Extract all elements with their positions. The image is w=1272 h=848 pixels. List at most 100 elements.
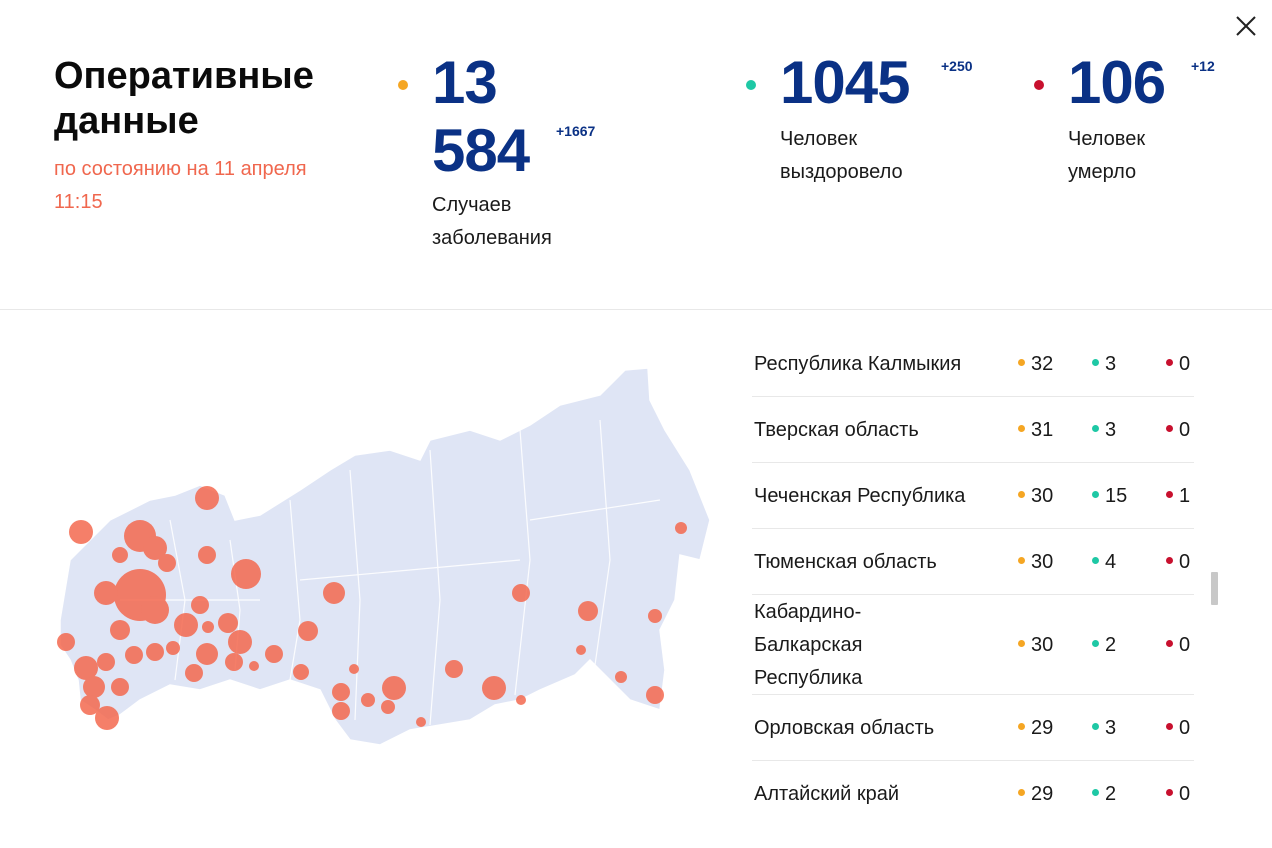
- region-deaths-value: 1: [1179, 484, 1191, 507]
- region-cases-value: 32: [1031, 352, 1054, 375]
- region-deaths-value: 0: [1179, 716, 1191, 739]
- region-cases-cell: 31: [1018, 414, 1053, 447]
- region-name: Тверская область: [754, 414, 1004, 447]
- region-recovered-cell: 2: [1092, 778, 1116, 811]
- recovered-delta: +250: [941, 58, 973, 74]
- region-deaths-cell: 0: [1166, 546, 1190, 579]
- recovered-dot: [1092, 424, 1099, 432]
- cases-dot: [1018, 424, 1025, 432]
- region-recovered-cell: 3: [1092, 348, 1116, 381]
- region-deaths-cell: 0: [1166, 712, 1190, 745]
- region-name-line: Кабардино-: [754, 600, 862, 623]
- region-cases-cell: 30: [1018, 546, 1053, 579]
- region-cases-cell: 29: [1018, 778, 1053, 811]
- region-name-line: Республика: [754, 666, 863, 689]
- region-name-line: Алтайский край: [754, 782, 900, 805]
- region-recovered-cell: 3: [1092, 414, 1116, 447]
- cases-dot: [1018, 788, 1025, 796]
- cases-dot: [1018, 490, 1025, 498]
- region-name-line: Чеченская Республика: [754, 484, 966, 507]
- region-name: Алтайский край: [754, 778, 1004, 811]
- recovered-label-line2: выздоровело: [780, 161, 903, 183]
- page-title: Оперативные данные: [54, 55, 314, 142]
- cases-number-line1: 13: [432, 49, 498, 116]
- deaths-dot: [1034, 80, 1044, 90]
- region-name-line: Тверская область: [754, 418, 919, 441]
- deaths-number: 106: [1068, 49, 1166, 116]
- region-recovered-cell: 2: [1092, 629, 1116, 662]
- region-cases-value: 29: [1031, 716, 1054, 739]
- deaths-dot: [1166, 358, 1173, 366]
- close-icon[interactable]: [1230, 10, 1262, 42]
- region-deaths-cell: 0: [1166, 348, 1190, 381]
- region-name: Чеченская Республика: [754, 480, 1004, 513]
- region-row[interactable]: Тверская область 31 3 0: [752, 397, 1194, 463]
- cases-dot: [1018, 722, 1025, 730]
- region-cases-value: 30: [1031, 550, 1054, 573]
- deaths-label-line1: Человек: [1068, 128, 1146, 150]
- region-row[interactable]: Тюменская область 30 4 0: [752, 529, 1194, 595]
- region-cases-value: 31: [1031, 418, 1054, 441]
- region-recovered-value: 4: [1105, 550, 1117, 573]
- region-row[interactable]: Чеченская Республика 30 15 1: [752, 463, 1194, 529]
- cases-number-line2: 584: [432, 117, 530, 184]
- cases-label-line1: Случаев: [432, 194, 512, 216]
- recovered-dot: [1092, 788, 1099, 796]
- recovered-dot: [1092, 490, 1099, 498]
- region-recovered-cell: 4: [1092, 546, 1116, 579]
- map-land: [59, 367, 711, 746]
- region-row[interactable]: Алтайский край 29 2 0: [752, 761, 1194, 824]
- region-recovered-value: 2: [1105, 633, 1117, 656]
- region-recovered-cell: 15: [1092, 480, 1127, 513]
- recovered-dot: [1092, 639, 1099, 647]
- region-cases-cell: 30: [1018, 480, 1053, 513]
- region-name-line: Балкарская: [754, 633, 863, 656]
- recovered-dot: [746, 80, 756, 90]
- region-name-line: Орловская область: [754, 716, 935, 739]
- region-deaths-value: 0: [1179, 782, 1191, 805]
- region-recovered-value: 3: [1105, 716, 1117, 739]
- deaths-dot: [1166, 556, 1173, 564]
- region-row[interactable]: Кабардино- Балкарская Республика 30 2 0: [752, 595, 1194, 695]
- region-row[interactable]: Орловская область 29 3 0: [752, 695, 1194, 761]
- date-line: по состоянию на 11 апреля: [54, 158, 307, 180]
- cases-dot: [1018, 556, 1025, 564]
- region-name: Тюменская область: [754, 546, 1004, 579]
- region-name: Республика Калмыкия: [754, 348, 1004, 381]
- region-name: Кабардино- Балкарская Республика: [754, 596, 1004, 695]
- cases-dot: [1018, 358, 1025, 366]
- regions-list[interactable]: Республика Калмыкия 32 3 0 Тверская область 3…: [752, 338, 1194, 824]
- region-deaths-value: 0: [1179, 352, 1191, 375]
- time-line: 11:15: [54, 191, 103, 213]
- deaths-dot: [1166, 490, 1173, 498]
- cases-dot: [1018, 639, 1025, 647]
- cases-delta: +1667: [556, 123, 596, 139]
- recovered-dot: [1092, 358, 1099, 366]
- region-deaths-cell: 0: [1166, 778, 1190, 811]
- region-recovered-value: 2: [1105, 782, 1117, 805]
- region-cases-cell: 32: [1018, 348, 1053, 381]
- recovered-dot: [1092, 556, 1099, 564]
- deaths-dot: [1166, 788, 1173, 796]
- region-row[interactable]: Республика Калмыкия 32 3 0: [752, 338, 1194, 397]
- region-name: Орловская область: [754, 712, 1004, 745]
- region-cases-value: 29: [1031, 782, 1054, 805]
- region-deaths-cell: 0: [1166, 629, 1190, 662]
- region-deaths-value: 0: [1179, 633, 1191, 656]
- region-deaths-value: 0: [1179, 550, 1191, 573]
- region-deaths-cell: 0: [1166, 414, 1190, 447]
- russia-map[interactable]: [50, 360, 720, 760]
- region-cases-cell: 29: [1018, 712, 1053, 745]
- recovered-number: 1045: [780, 49, 910, 116]
- stats-header: Оперативные данные по состоянию на 11 ап…: [0, 0, 1272, 310]
- region-cases-value: 30: [1031, 633, 1054, 656]
- region-recovered-value: 15: [1105, 484, 1128, 507]
- region-cases-cell: 30: [1018, 629, 1053, 662]
- region-recovered-value: 3: [1105, 352, 1117, 375]
- recovered-label-line1: Человек: [780, 128, 858, 150]
- cases-dot: [398, 80, 408, 90]
- scrollbar-thumb[interactable]: [1211, 572, 1218, 605]
- region-recovered-cell: 3: [1092, 712, 1116, 745]
- region-deaths-cell: 1: [1166, 480, 1190, 513]
- deaths-dot: [1166, 424, 1173, 432]
